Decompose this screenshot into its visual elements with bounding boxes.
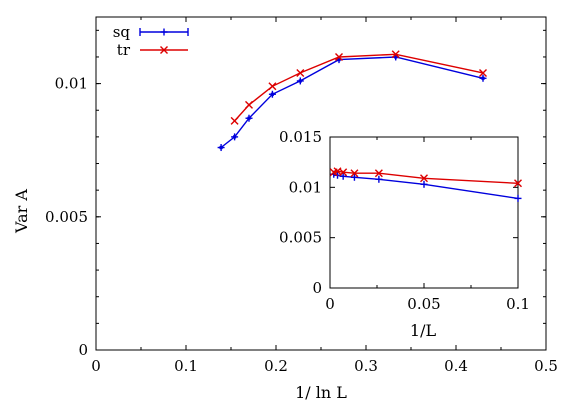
- main-point-tr: [268, 82, 277, 91]
- legend-marker-tr: [160, 46, 168, 54]
- inset-point-tr: [339, 168, 348, 177]
- inset-point-sq: [339, 172, 347, 180]
- inset-point-tr: [514, 179, 522, 188]
- main-point-tr: [245, 100, 253, 109]
- main-x-tick-label: 0.4: [444, 357, 468, 375]
- main-point-tr: [335, 52, 343, 61]
- legend: sq tr: [113, 23, 189, 59]
- main-point-tr: [230, 116, 239, 125]
- main-x-tick-label: 0.1: [174, 357, 198, 375]
- inset-y-tick-label: 0.005: [279, 229, 322, 247]
- main-y-tick-label: 0.005: [45, 208, 88, 226]
- inset-point-tr: [374, 169, 383, 178]
- main-point-sq: [268, 90, 276, 98]
- inset-x-axis-label: 1/L: [410, 321, 437, 340]
- main-x-tick-label: 0: [91, 357, 101, 375]
- main-x-tick-label: 0.3: [354, 357, 378, 375]
- inset-frame: [329, 136, 519, 289]
- main-point-sq: [245, 114, 253, 122]
- inset-point-sq: [375, 175, 383, 183]
- main-x-tick-label: 0.2: [264, 357, 288, 375]
- main-point-sq: [231, 133, 239, 141]
- main-point-sq: [296, 77, 304, 85]
- main-point-sq: [217, 144, 225, 152]
- main-y-axis-label: Var A: [12, 189, 31, 234]
- main-y-tick-label: 0.01: [55, 75, 88, 93]
- inset-point-sq: [514, 194, 522, 202]
- main-series-line-sq: [220, 56, 484, 149]
- inset-plot: 0 0.05 0.1 0 0.005 0.01 0.015: [279, 128, 530, 313]
- inset-y-tick-label: 0: [312, 279, 322, 297]
- main-y-tick-label: 0: [78, 341, 88, 359]
- inset-point-sq: [350, 173, 358, 181]
- main-point-tr: [296, 68, 305, 77]
- inset-y-tick-label: 0.01: [289, 178, 322, 196]
- legend-marker-sq: [160, 28, 168, 36]
- inset-x-tick-label: 0.05: [407, 295, 440, 313]
- legend-label-tr: tr: [117, 41, 131, 59]
- main-point-sq: [479, 74, 487, 82]
- main-point-tr: [479, 68, 487, 77]
- main-x-tick-label: 0.5: [534, 357, 558, 375]
- inset-point-tr: [350, 169, 359, 178]
- main-x-axis-label: 1/ ln L: [295, 383, 347, 402]
- inset-x-tick-label: 0: [325, 295, 335, 313]
- inset-x-tick-label: 0.1: [506, 295, 530, 313]
- inset-y-tick-label: 0.015: [279, 128, 322, 146]
- legend-label-sq: sq: [113, 23, 131, 41]
- inset-point-sq: [420, 180, 428, 188]
- main-point-tr: [391, 50, 400, 59]
- inset-point-tr: [420, 174, 428, 183]
